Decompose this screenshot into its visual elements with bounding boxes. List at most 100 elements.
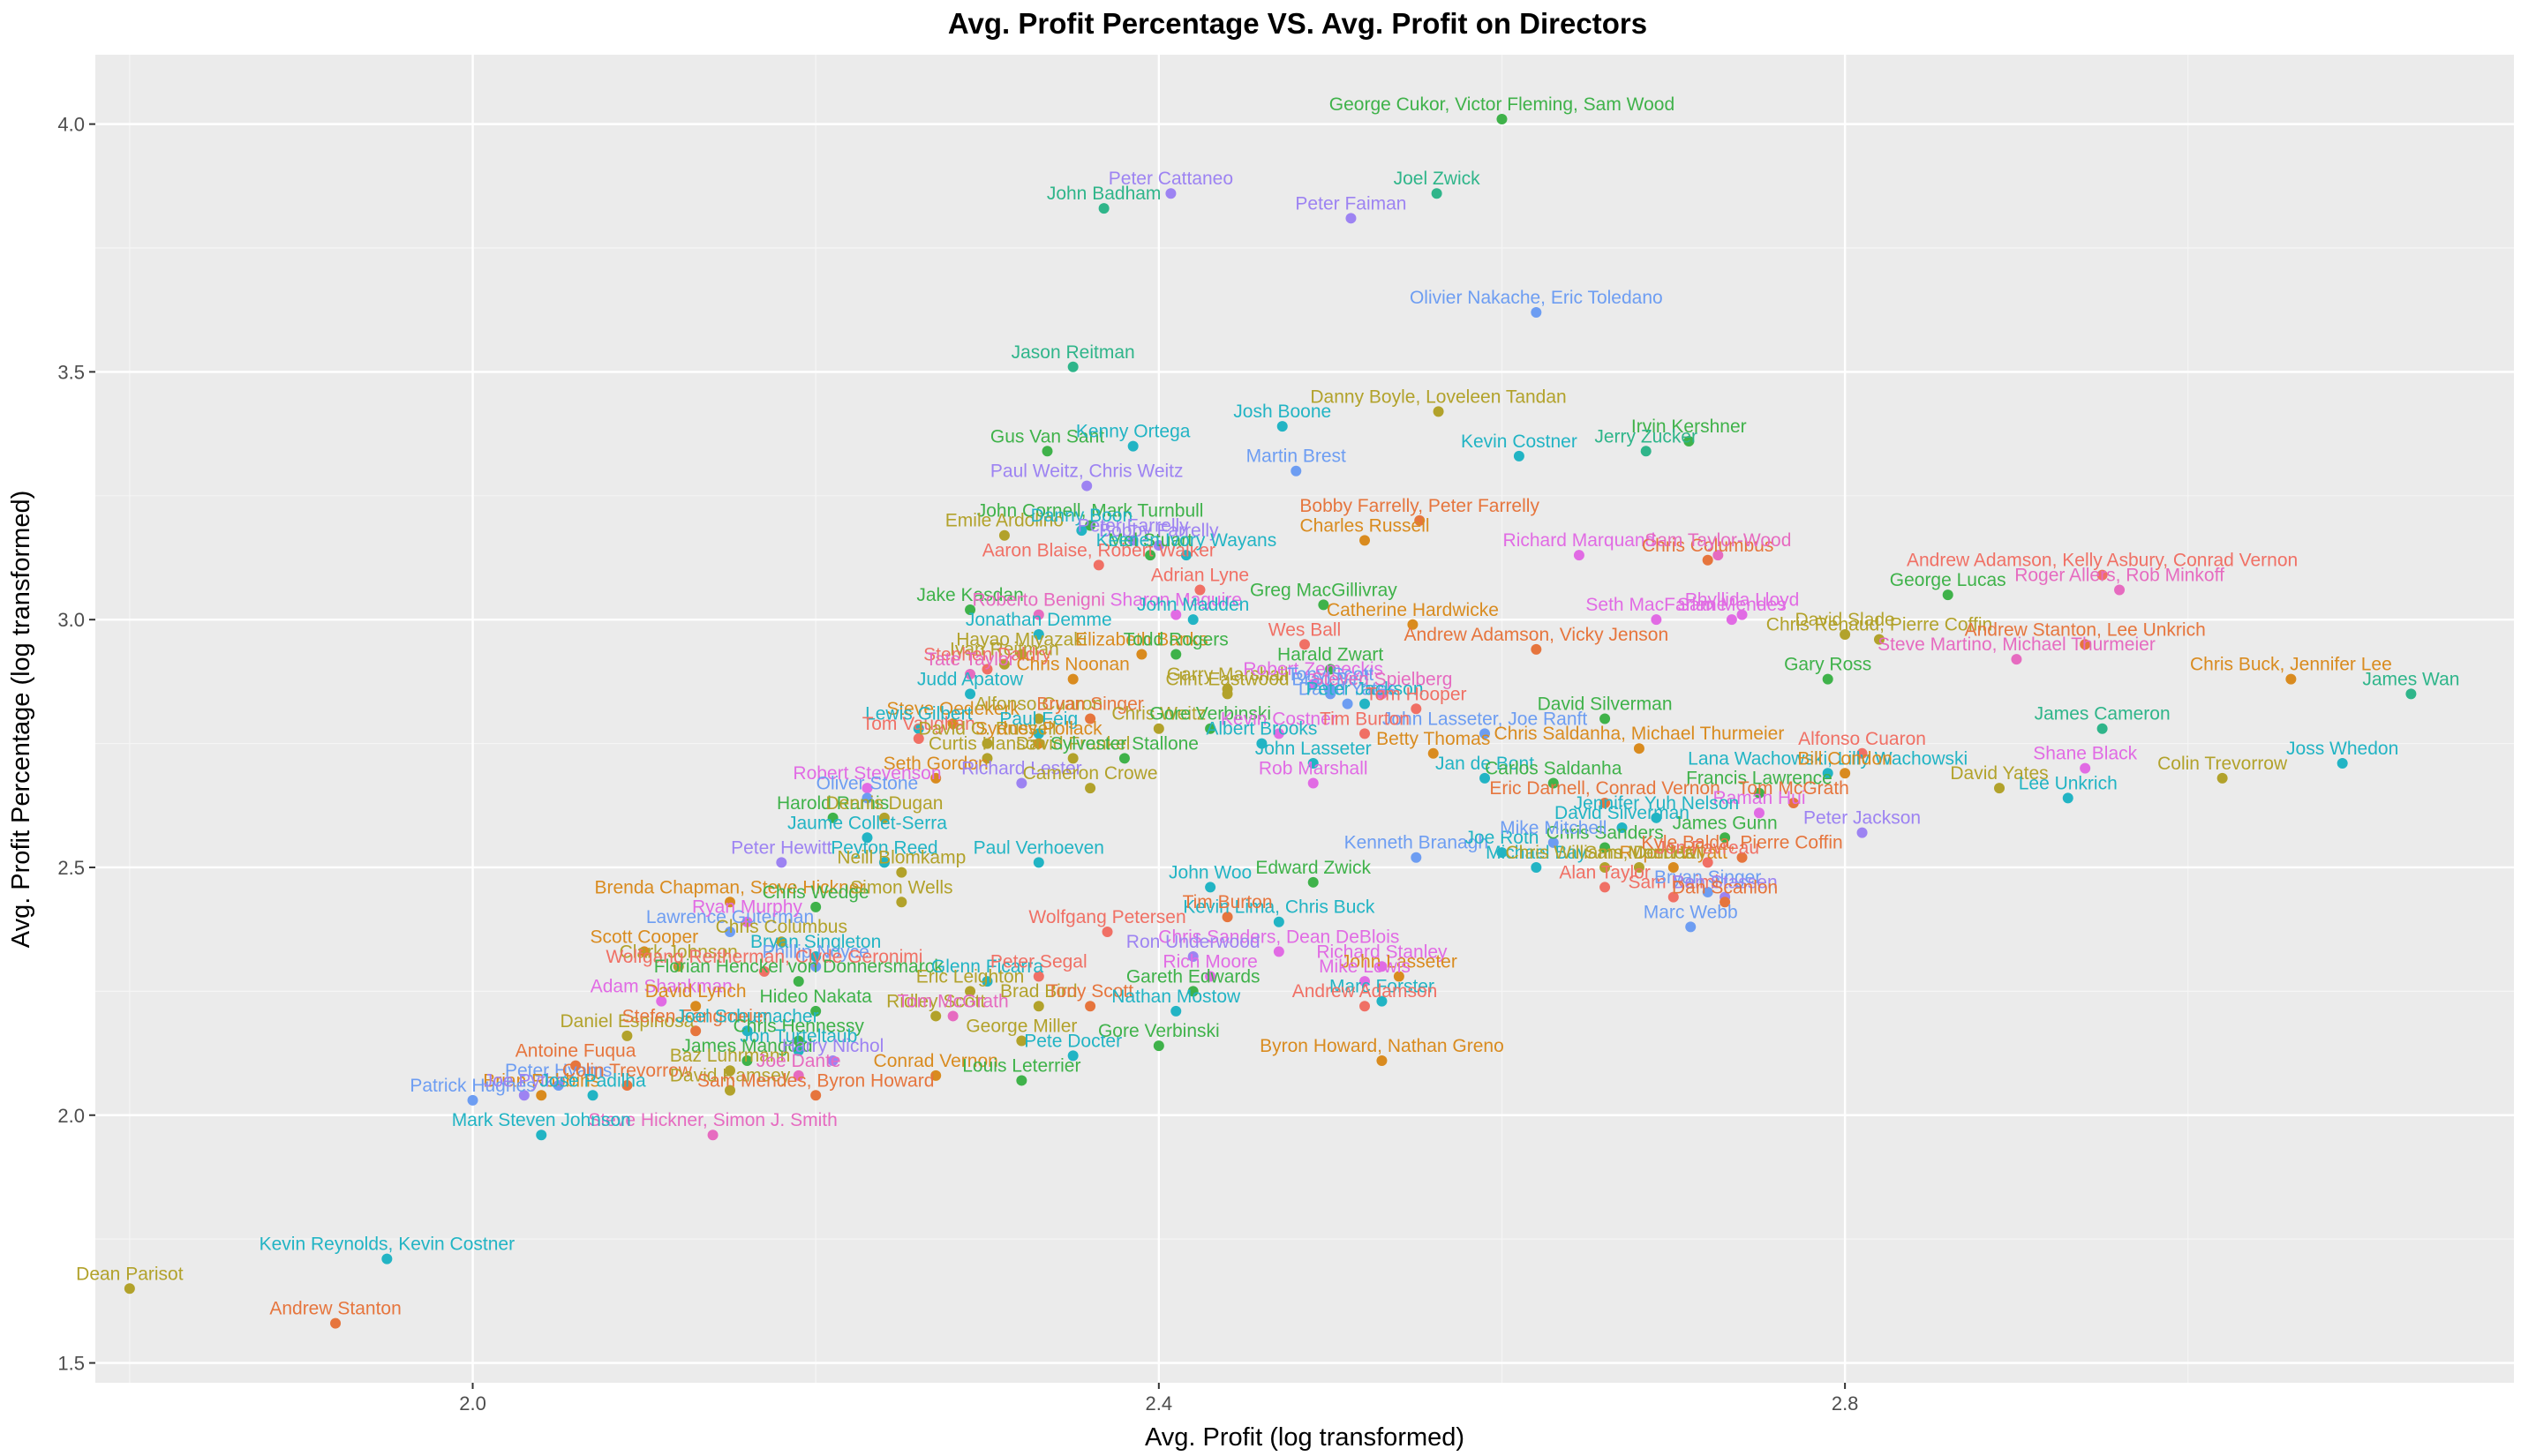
data-point (518, 1090, 530, 1101)
data-point (1994, 783, 2006, 794)
data-label: Seth MacFarlane (1585, 595, 1727, 615)
data-label: Phillip Noyce (762, 942, 869, 962)
data-point (1205, 971, 1216, 982)
data-label: Scott Cooper (591, 927, 699, 947)
data-point (1513, 450, 1524, 462)
data-point (2062, 792, 2073, 804)
data-point (947, 1010, 959, 1022)
data-label: Adrian Lyne (1151, 565, 1249, 585)
data-label: Peter Segal (990, 952, 1087, 972)
y-tick-label: 3.0 (57, 609, 85, 631)
data-point (1085, 783, 1096, 794)
data-point (810, 961, 822, 972)
data-label: Jon Favreau (1656, 837, 1759, 858)
data-label: Emile Ardolino (945, 511, 1064, 531)
data-label: Alan Taylor (1559, 862, 1651, 882)
data-label: Sylvester Stallone (1050, 733, 1199, 754)
data-label: Sam Taylor-Wood (1644, 530, 1791, 551)
data-label: Steve Oedekerk (886, 699, 1020, 719)
data-point (1599, 882, 1611, 893)
data-point (621, 1080, 633, 1092)
data-label: Jennifer Yuh Nelson (1574, 793, 1740, 814)
data-point (690, 1025, 702, 1037)
data-point (1170, 1005, 1182, 1017)
data-label: Chris Columbus (1642, 536, 1773, 556)
data-point (1427, 747, 1439, 759)
data-point (638, 946, 650, 957)
data-point (1187, 986, 1199, 997)
data-label: John Badham (1047, 184, 1162, 204)
data-point (1720, 832, 1731, 844)
data-point (810, 1005, 822, 1017)
data-label: Sam Mendes (1584, 843, 1694, 863)
data-point (1616, 822, 1628, 834)
data-point (1085, 713, 1096, 724)
data-label: Florian Henckel von Donnersmarck (654, 957, 944, 977)
data-point (741, 1054, 753, 1066)
data-label: Betty Thomas (1376, 729, 1490, 749)
data-label: Chris Renaud, Pierre Coffin (1766, 615, 1992, 635)
data-label: Peter Faiman (1295, 193, 1406, 214)
data-label: Brian Robbins (483, 1070, 599, 1091)
data-point (1102, 926, 1113, 937)
data-label: John Cornell, Mark Turnbull (977, 500, 1204, 521)
data-label: Lewis Gilbert (865, 704, 973, 724)
data-label: Peter Hewitt (731, 837, 832, 858)
data-label: Danny Boyle, Loveleen Tandan (1310, 387, 1566, 407)
data-label: Chris Columbus (716, 917, 847, 937)
data-point (862, 783, 873, 794)
data-label: Raman Hui (1712, 788, 1805, 808)
data-label: Byron Howard, Nathan Greno (1260, 1036, 1504, 1056)
data-label: Jason Reitman (1012, 342, 1135, 363)
data-point (1599, 842, 1611, 853)
data-label: Michael Bay (1486, 843, 1587, 863)
data-point (1165, 188, 1177, 199)
data-point (913, 723, 924, 734)
data-point (1873, 634, 1885, 645)
data-point (793, 1045, 804, 1056)
data-point (776, 857, 787, 868)
data-point (1325, 664, 1336, 675)
data-label: Chris Buck, Jennifer Lee (2190, 655, 2392, 675)
data-label: Tim Burton (1183, 892, 1273, 912)
data-label: Peter Hyams (505, 1061, 612, 1081)
data-point (1256, 738, 1268, 749)
data-point (878, 812, 890, 823)
data-point (2096, 723, 2108, 734)
data-label: Andrew Adamson, Kelly Asbury, Conrad Ver… (1907, 551, 2298, 571)
data-label: Gareth Edwards (1126, 966, 1260, 987)
data-point (1033, 713, 1044, 724)
data-label: Steve Martino, Michael Thurmeier (1878, 634, 2156, 655)
data-point (1685, 921, 1697, 933)
data-label: Daniel Espinosa (561, 1011, 695, 1032)
data-point (656, 995, 667, 1007)
data-point (1683, 436, 1695, 447)
data-label: Sam Mendes (1677, 595, 1787, 615)
gridlines (95, 55, 2514, 1383)
data-label: Simon Wells (850, 877, 952, 897)
data-point (1085, 520, 1096, 531)
data-point (1076, 525, 1087, 537)
data-label: Greg MacGillivray (1250, 580, 1397, 600)
data-label: Adam Shankman (591, 977, 733, 997)
data-point (1127, 440, 1139, 452)
data-point (330, 1317, 342, 1329)
data-label: Paul Verhoeven (974, 837, 1104, 858)
data-point (1942, 589, 1953, 601)
data-label: Alfonso Cuaron (1798, 729, 1926, 749)
data-label: Joel Zwick (1394, 169, 1481, 189)
data-label: Ron Underwood (1126, 932, 1260, 952)
data-point (1273, 728, 1284, 739)
data-label: Joel Schumacher (675, 1006, 818, 1026)
data-label: Peyton Reed (831, 837, 937, 858)
x-tick-label: 2.0 (459, 1392, 486, 1415)
data-point (1753, 807, 1765, 819)
data-point (965, 986, 976, 997)
data-point (1702, 857, 1713, 868)
data-label: Dan Scanlon (1672, 877, 1778, 897)
data-point (621, 1030, 633, 1041)
data-label: David Frankel (1016, 733, 1131, 754)
data-label: Chris Sanders (1546, 823, 1664, 844)
data-label: Wes Ball (1268, 619, 1341, 640)
